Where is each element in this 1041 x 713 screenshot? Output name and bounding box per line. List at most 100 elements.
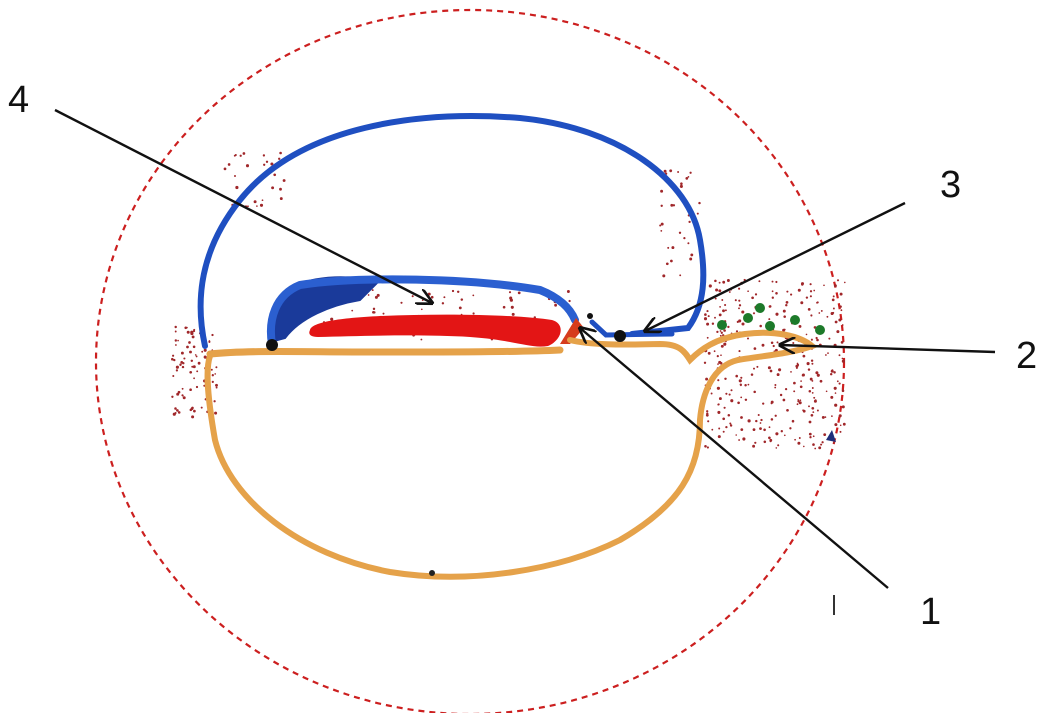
stipple-dot xyxy=(754,347,757,350)
stipple-dot xyxy=(729,394,731,396)
stipple-dot xyxy=(177,340,179,342)
stipple-dot xyxy=(680,182,683,185)
stipple-dot xyxy=(271,186,274,189)
stipple-dot xyxy=(706,323,709,326)
stipple-dot xyxy=(174,326,176,328)
stipple-dot xyxy=(803,446,805,448)
stipple-dot xyxy=(821,441,823,443)
stipple-dot xyxy=(748,419,751,422)
stipple-dot xyxy=(171,396,173,398)
stipple-dot xyxy=(771,401,774,404)
stipple-dot xyxy=(706,310,708,312)
stipple-dot xyxy=(175,344,177,346)
stipple-dot xyxy=(833,371,835,373)
stipple-dot xyxy=(834,404,837,407)
stipple-dot xyxy=(715,298,717,300)
stipple-dot xyxy=(704,445,707,448)
stipple-dot xyxy=(825,416,827,418)
stipple-dot xyxy=(279,188,282,191)
stipple-dot xyxy=(568,300,570,302)
stipple-dot xyxy=(830,373,832,375)
stipple-dot xyxy=(235,154,237,156)
stipple-dot xyxy=(190,409,193,412)
stipple-dot xyxy=(176,409,179,412)
stipple-dot xyxy=(803,410,806,413)
stipple-dot xyxy=(834,423,837,426)
stipple-dot xyxy=(842,324,844,326)
stipple-dot xyxy=(669,169,672,172)
stipple-dot xyxy=(718,289,721,292)
stipple-dot xyxy=(235,186,238,189)
stipple-dot xyxy=(785,304,787,306)
stipple-dot xyxy=(778,368,781,371)
stipple-dot xyxy=(810,290,812,292)
stipple-dot xyxy=(683,237,685,239)
stipple-dot xyxy=(740,397,742,399)
stipple-dot xyxy=(283,179,286,182)
stipple-dot xyxy=(747,337,749,339)
stipple-dot xyxy=(722,417,725,420)
stipple-dot xyxy=(842,390,845,393)
stipple-dot xyxy=(777,341,779,343)
stipple-dot xyxy=(193,377,195,379)
stipple-dot xyxy=(832,299,835,302)
stipple-dot xyxy=(773,345,775,347)
stipple-dot xyxy=(820,380,823,383)
stipple-dot xyxy=(792,342,794,344)
stipple-dot xyxy=(777,373,780,376)
stipple-dot xyxy=(204,349,207,352)
stipple-dot xyxy=(723,343,726,346)
stipple-dot xyxy=(228,163,231,166)
stipple-dot xyxy=(191,366,193,368)
stipple-dot xyxy=(811,359,813,361)
stipple-dot xyxy=(670,260,673,263)
stipple-dot xyxy=(661,205,663,207)
stipple-dot xyxy=(814,400,817,403)
stipple-dot xyxy=(724,304,726,306)
stipple-dot xyxy=(246,164,249,167)
stipple-dot xyxy=(769,305,772,308)
stipple-dot xyxy=(671,246,674,249)
stipple-dot xyxy=(723,431,725,433)
stipple-dot xyxy=(838,318,841,321)
stipple-dot xyxy=(827,352,829,354)
stipple-dot xyxy=(836,330,839,333)
stipple-dot xyxy=(739,379,742,382)
stipple-dot xyxy=(709,284,712,287)
stipple-dot xyxy=(720,335,722,337)
stipple-dot xyxy=(717,363,719,365)
stipple-dot xyxy=(784,434,786,436)
right-junction-dot xyxy=(614,330,626,342)
stipple-dot xyxy=(459,306,462,309)
stipple-dot xyxy=(839,414,842,417)
stipple-dot xyxy=(442,302,444,304)
stipple-dot xyxy=(741,322,744,325)
stipple-dot xyxy=(780,394,782,396)
stipple-dot xyxy=(806,334,808,336)
stipple-dot xyxy=(705,378,708,381)
stipple-dot xyxy=(806,296,808,298)
stipple-dot xyxy=(714,280,717,283)
stipple-dot xyxy=(797,403,799,405)
stipple-dot xyxy=(772,297,774,299)
stipple-dot xyxy=(800,380,802,382)
stipple-dot xyxy=(193,410,196,413)
stipple-dot xyxy=(736,330,738,332)
stipple-dot xyxy=(518,292,521,295)
stipple-dot xyxy=(660,230,662,232)
stipple-dot xyxy=(800,385,803,388)
stipple-dot xyxy=(843,423,846,426)
stipple-dot xyxy=(800,301,803,304)
stipple-dot xyxy=(840,293,843,296)
stipple-dot xyxy=(811,380,813,382)
stipple-dot xyxy=(212,374,214,376)
stipple-dot xyxy=(697,213,699,215)
stipple-dot xyxy=(781,430,783,432)
stipple-dot xyxy=(664,170,667,173)
stipple-dot xyxy=(512,313,515,316)
stipple-dot xyxy=(196,355,198,357)
stipple-dot xyxy=(689,258,692,261)
stipple-dot xyxy=(175,331,177,333)
stipple-dot xyxy=(176,366,179,369)
